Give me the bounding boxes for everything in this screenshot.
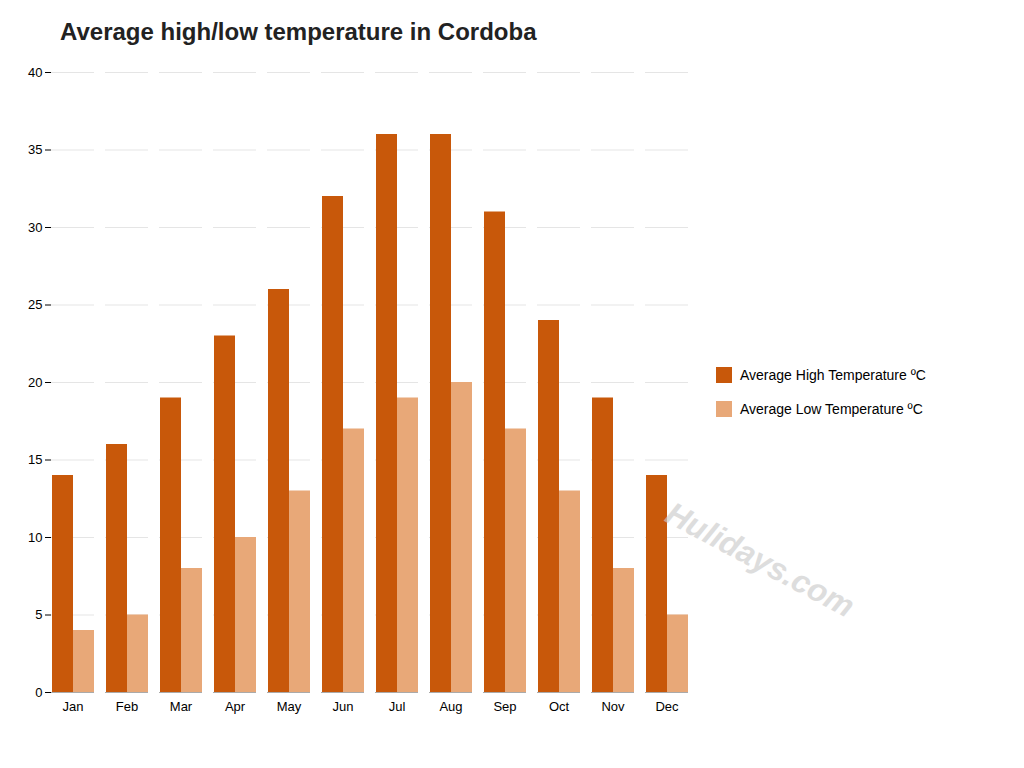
svg-text:5: 5 xyxy=(35,607,42,622)
html-text:Average Low Temperature ºC: Average Low Temperature ºC xyxy=(740,401,923,417)
html-text:Average high/low temperature i: Average high/low temperature in Cordoba xyxy=(60,18,537,45)
svg-text:35: 35 xyxy=(28,142,42,157)
svg-text:40: 40 xyxy=(28,65,42,80)
svg-text:0: 0 xyxy=(35,685,42,700)
svg-text:Nov: Nov xyxy=(601,699,625,714)
svg-text:Feb: Feb xyxy=(116,699,138,714)
svg-text:25: 25 xyxy=(28,297,42,312)
svg-text:Oct: Oct xyxy=(549,699,570,714)
svg-text:Jan: Jan xyxy=(63,699,84,714)
svg-text:Aug: Aug xyxy=(439,699,462,714)
svg-text:Dec: Dec xyxy=(655,699,679,714)
svg-text:30: 30 xyxy=(28,220,42,235)
svg-text:Apr: Apr xyxy=(225,699,246,714)
svg-text:Jul: Jul xyxy=(389,699,406,714)
svg-text:10: 10 xyxy=(28,530,42,545)
svg-text:20: 20 xyxy=(28,375,42,390)
svg-text:May: May xyxy=(277,699,302,714)
html-text:Average High Temperature ºC: Average High Temperature ºC xyxy=(740,367,926,383)
svg-text:Sep: Sep xyxy=(493,699,516,714)
svg-text:Jun: Jun xyxy=(333,699,354,714)
svg-text:Mar: Mar xyxy=(170,699,193,714)
svg-text:15: 15 xyxy=(28,452,42,467)
html-text:Hulidays.com: Hulidays.com xyxy=(659,494,861,625)
